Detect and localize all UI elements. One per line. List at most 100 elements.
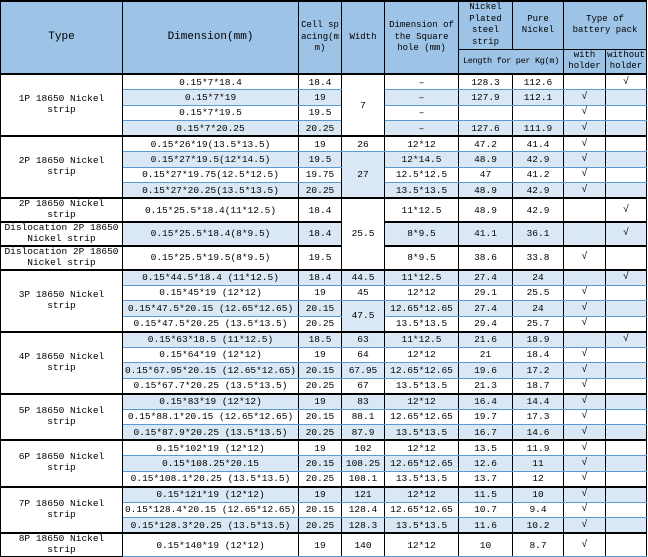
cell-spacing-cell: 20.25	[298, 315, 342, 333]
dimension-cell: 0.15*83*19 (12*12)	[122, 392, 299, 410]
dimension-cell: 0.15*128.3*20.25 (13.5*13.5)	[122, 517, 299, 534]
pure-nickel-length-cell: 33.8	[512, 244, 564, 271]
with-holder-cell: √	[563, 284, 606, 302]
pure-nickel-length-cell: 14.6	[512, 424, 564, 441]
type-cell: 4P 18650 Nickel strip	[0, 330, 123, 395]
table-row: Dislocation 2P 18650 Nickel strip 0.15*25…	[0, 220, 647, 247]
without-holder-cell	[605, 424, 647, 441]
without-holder-cell: √	[605, 268, 647, 286]
cell-spacing-cell: 18.4	[298, 197, 342, 223]
nickel-plated-length-cell	[458, 104, 513, 122]
pure-nickel-length-cell: 36.1	[512, 220, 564, 247]
nickel-plated-length-cell: 11.5	[458, 485, 513, 503]
dimension-cell: 0.15*7*19	[122, 89, 299, 106]
table-row: 0.15*47.5*20.25 (13.5*13.5) 20.25 13.5*13.…	[1, 315, 647, 333]
pure-nickel-length-cell: 25.5	[512, 284, 564, 302]
with-holder-cell: √	[563, 135, 606, 153]
nickel-plated-length-cell: 16.4	[458, 392, 513, 410]
nickel-plated-length-cell: 21.3	[458, 377, 513, 395]
pure-nickel-length-cell: 11	[512, 455, 564, 472]
nickel-plated-length-cell: 21.6	[458, 330, 513, 348]
width-cell: 63	[341, 330, 385, 348]
cell-spacing-cell: 18.4	[298, 268, 342, 286]
width-cell: 64	[341, 346, 385, 364]
dimension-cell: 0.15*25.5*18.4(11*12.5)	[122, 197, 299, 223]
table-row: 0.15*64*19 (12*12) 19 64 12*12 21 18.4 √	[1, 346, 647, 364]
nickel-plated-length-cell: 19.7	[458, 408, 513, 426]
without-holder-cell	[605, 362, 647, 379]
with-holder-cell: √	[563, 182, 606, 199]
col-header-square-hole: Dimension of the Square hole (mm)	[384, 0, 459, 75]
dimension-cell: 0.15*27*19.75(12.5*12.5)	[122, 166, 299, 184]
type-cell: 2P 18650 Nickel strip	[0, 197, 123, 223]
nickel-plated-length-cell: 10	[458, 532, 513, 557]
with-holder-cell: √	[563, 300, 606, 317]
cell-spacing-cell: 19	[298, 392, 342, 410]
without-holder-cell	[605, 439, 647, 457]
square-hole-cell: 13.5*13.5	[384, 517, 459, 534]
table-row: 0.15*27*20.25(13.5*13.5) 20.25 13.5*13.5 48…	[1, 182, 647, 199]
table-row: 2P 18650 Nickel strip 0.15*25.5*18.4(11*1…	[0, 197, 647, 271]
without-holder-cell	[605, 346, 647, 364]
width-cell: 27	[341, 151, 385, 199]
cell-spacing-cell: 19.5	[298, 244, 342, 271]
cell-spacing-cell: 20.25	[298, 470, 342, 488]
dimension-cell: 0.15*25.5*18.4(8*9.5)	[122, 220, 299, 247]
table-row: 5P 18650 Nickel strip 0.15*83*19 (12*12) 1…	[0, 392, 647, 441]
cell-spacing-cell: 20.25	[298, 517, 342, 534]
type-cell: 8P 18650 Nickel strip	[0, 532, 123, 557]
table-row: 0.15*67.95*20.15 (12.65*12.65) 20.15 67.95…	[1, 362, 647, 379]
nickel-plated-length-cell: 41.1	[458, 220, 513, 247]
table-row: 8P 18650 Nickel strip 0.15*140*19 (12*12)…	[0, 532, 647, 557]
square-hole-cell: 11*12.5	[384, 268, 459, 286]
with-holder-cell: √	[563, 532, 606, 557]
with-holder-cell: √	[563, 166, 606, 184]
with-holder-cell: √	[563, 89, 606, 106]
without-holder-cell	[605, 244, 647, 271]
type-cell: 2P 18650 Nickel strip	[0, 135, 123, 199]
width-cell: 26	[341, 135, 385, 153]
pure-nickel-length-cell: 12	[512, 470, 564, 488]
col-header-width: Width	[341, 0, 385, 75]
pure-nickel-length-cell: 24	[512, 300, 564, 317]
col-header-nickel-plated-steel-strip: Nickel Plated steel strip	[458, 0, 513, 50]
with-holder-cell: √	[563, 485, 606, 503]
without-holder-cell	[605, 89, 647, 106]
cell-spacing-cell: 18.4	[298, 220, 342, 247]
width-cell: 108.1	[341, 470, 385, 488]
cell-spacing-cell: 20.15	[298, 455, 342, 472]
without-holder-cell	[605, 182, 647, 199]
cell-spacing-cell: 19	[298, 135, 342, 153]
table-body: 1P 18650 Nickel strip 0.15*7*18.4 18.4 7–12…	[0, 73, 647, 557]
type-cell: 3P 18650 Nickel strip	[0, 268, 123, 333]
col-header-type: Type	[0, 0, 123, 75]
without-holder-cell	[605, 377, 647, 395]
without-holder-cell	[605, 135, 647, 153]
without-holder-cell	[605, 470, 647, 488]
nickel-plated-length-cell: 48.9	[458, 197, 513, 223]
with-holder-cell: √	[563, 346, 606, 364]
header-row-bottom: Length for per Kg(m) with holder without…	[1, 48, 647, 75]
with-holder-cell: √	[563, 120, 606, 137]
width-cell: 47.5	[341, 300, 385, 333]
pure-nickel-length-cell: 25.7	[512, 315, 564, 333]
width-cell: 102	[341, 439, 385, 457]
cell-spacing-cell: 20.15	[298, 501, 342, 519]
type-cell: 5P 18650 Nickel strip	[0, 392, 123, 441]
nickel-plated-length-cell: 128.3	[458, 73, 513, 91]
width-cell: 140	[341, 532, 385, 557]
nickel-plated-length-cell: 47	[458, 166, 513, 184]
square-hole-cell: 13.5*13.5	[384, 315, 459, 333]
square-hole-cell: 13.5*13.5	[384, 182, 459, 199]
nickel-plated-length-cell: 48.9	[458, 151, 513, 168]
type-cell: Dislocation 2P 18650 Nickel strip	[0, 244, 123, 271]
dimension-cell: 0.15*108.1*20.25 (13.5*13.5)	[122, 470, 299, 488]
without-holder-cell	[605, 485, 647, 503]
square-hole-cell: 12*12	[384, 532, 459, 557]
square-hole-cell: 8*9.5	[384, 220, 459, 247]
table-row: 3P 18650 Nickel strip 0.15*44.5*18.4 (11*…	[0, 268, 647, 333]
dimension-cell: 0.15*26*19(13.5*13.5)	[122, 135, 299, 153]
square-hole-cell: 12.65*12.65	[384, 501, 459, 519]
without-holder-cell	[605, 120, 647, 137]
